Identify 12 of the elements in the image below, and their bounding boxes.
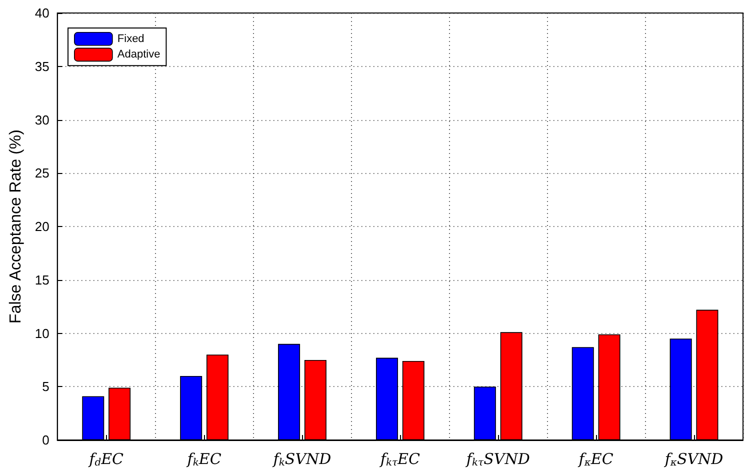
y-axis-title: False Acceptance Rate (%) — [8, 130, 24, 324]
y-tick-label: 20 — [34, 219, 50, 234]
y-tick-label: 10 — [34, 326, 50, 341]
y-tick-label: 15 — [34, 272, 50, 288]
y-tick-label: 30 — [34, 112, 50, 128]
y-tick-label: 0 — [42, 432, 50, 448]
y-tick-label: 35 — [34, 58, 50, 74]
legend-label: Fixed — [117, 32, 144, 45]
y-tick-label: 25 — [34, 166, 50, 181]
y-tick-label: 5 — [42, 379, 50, 394]
y-tick-label: 40 — [34, 6, 50, 20]
legend-label: Adaptive — [117, 48, 160, 61]
